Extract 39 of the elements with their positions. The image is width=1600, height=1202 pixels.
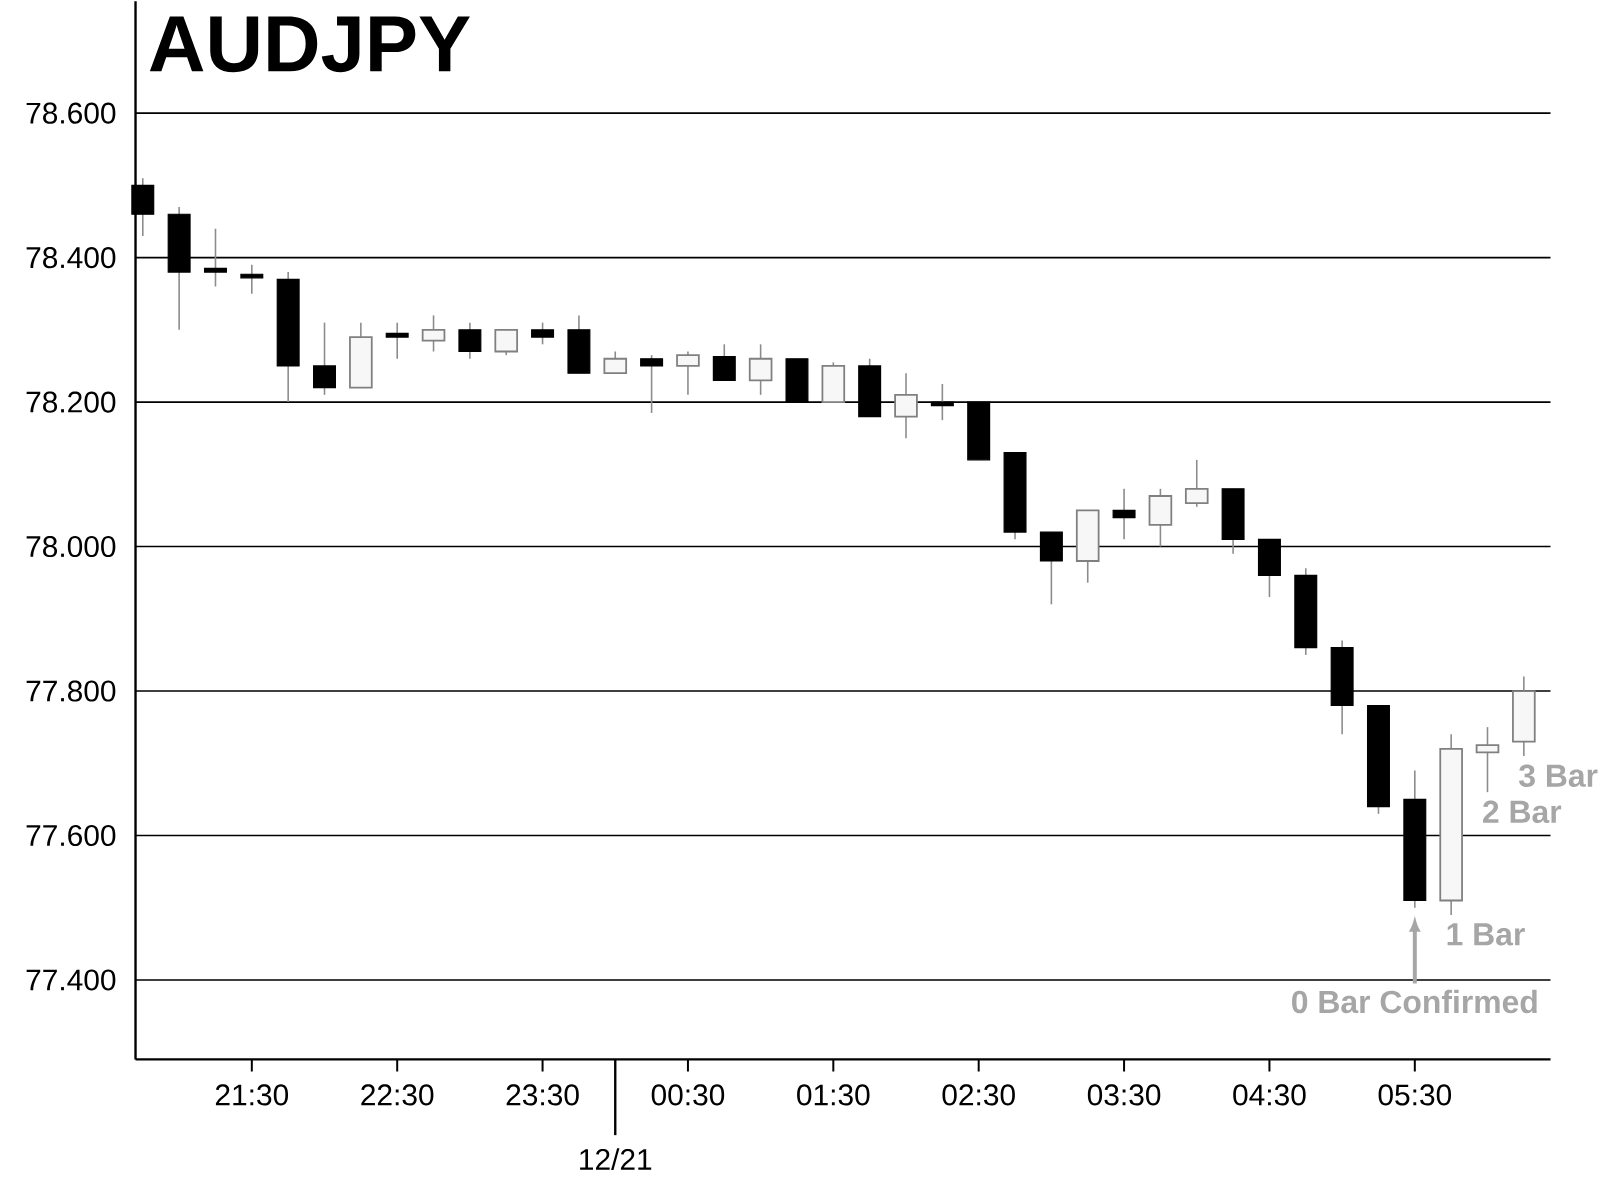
candlestick [1112, 488, 1136, 541]
candlestick [385, 321, 409, 360]
candlestick [494, 329, 519, 356]
y-tick-label: 77.400 [26, 969, 116, 991]
x-tick-label: 04:30 [1233, 1084, 1306, 1106]
candlestick [712, 343, 736, 382]
y-tick-label: 78.600 [26, 102, 116, 124]
candlestick [640, 354, 664, 414]
x-tick-label: 23:30 [506, 1084, 579, 1106]
x-tick-label: 05:30 [1378, 1084, 1452, 1106]
x-tick-label: 03:30 [1087, 1084, 1161, 1106]
annotation: 3 Bar [1519, 764, 1598, 788]
y-tick-label: 77.600 [26, 824, 116, 847]
x-tick-label: 22:30 [361, 1084, 434, 1106]
candlestick [531, 321, 555, 346]
chart-title: AUDJPY [149, 16, 470, 73]
x-tick-label: 02:30 [942, 1084, 1015, 1106]
candlestick [894, 372, 918, 440]
y-tick-label: 78.200 [26, 391, 116, 413]
annotation: 2 Bar [1483, 800, 1562, 824]
x-tick-label: 21:30 [215, 1084, 289, 1106]
y-tick-label: 78.400 [26, 247, 116, 269]
candlestick [421, 314, 446, 353]
candlestick [748, 343, 773, 396]
candlestick [1184, 459, 1209, 508]
annotation: 0 Bar Confirmed [1292, 989, 1537, 1014]
ref-line-label: 12/21 [580, 1148, 652, 1171]
y-tick-label: 78.000 [26, 536, 116, 558]
candlestick [603, 350, 628, 375]
x-tick-label: 00:30 [651, 1084, 725, 1106]
x-tick-label: 01:30 [797, 1084, 870, 1106]
annotation: 1 Bar [1447, 923, 1525, 946]
candlestick [930, 383, 954, 421]
candlestick [676, 350, 700, 396]
y-tick-label: 77.800 [26, 680, 116, 702]
candlestick [313, 321, 337, 396]
candlestick [458, 321, 482, 360]
candlestick [1475, 726, 1500, 793]
candlestick [203, 227, 227, 288]
